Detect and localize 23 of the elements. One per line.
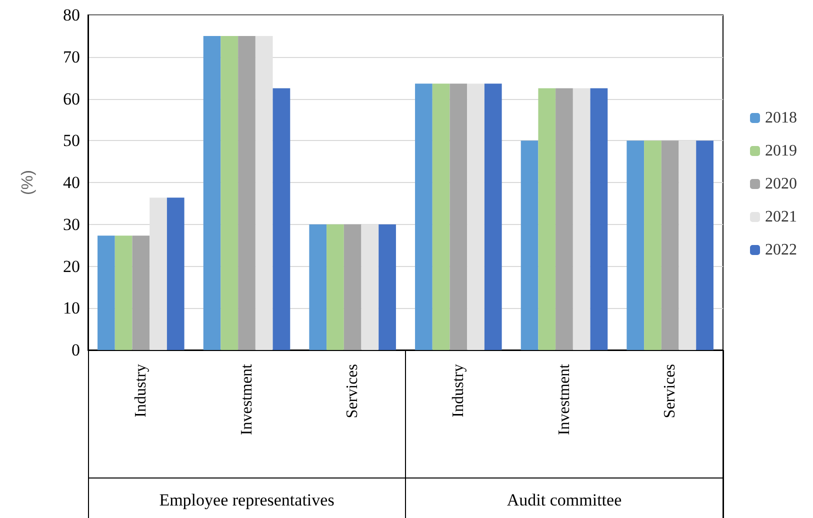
y-tick-label: 30 [63, 214, 80, 234]
y-axis-title: (%) [20, 170, 36, 195]
text: Audit committee [506, 490, 622, 510]
x-tick-label: Investment [556, 363, 573, 436]
y-tick-label: 20 [63, 256, 80, 276]
legend-label: 2021 [765, 208, 797, 226]
x-tick-label: Investment [238, 363, 256, 436]
y-tick-label: 10 [63, 298, 80, 318]
y-tick-label: 70 [63, 47, 80, 66]
x-tick-label: Services [344, 364, 362, 418]
legend-label: 2018 [765, 110, 797, 126]
legend-label: 2019 [765, 142, 797, 160]
y-tick-label: 50 [63, 131, 80, 150]
y-tick-label: 40 [63, 173, 80, 192]
legend-label: 2020 [765, 176, 797, 192]
y-tick-label: 0 [72, 340, 80, 360]
text: Employee representatives [159, 490, 334, 510]
y-tick-label: 60 [63, 89, 80, 108]
y-tick-label: 80 [63, 6, 80, 24]
x-tick-label: Services [662, 364, 679, 418]
x-tick-label: Industry [450, 364, 467, 418]
legend-label: 2022 [765, 242, 797, 258]
x-tick-label: Industry [132, 364, 150, 418]
